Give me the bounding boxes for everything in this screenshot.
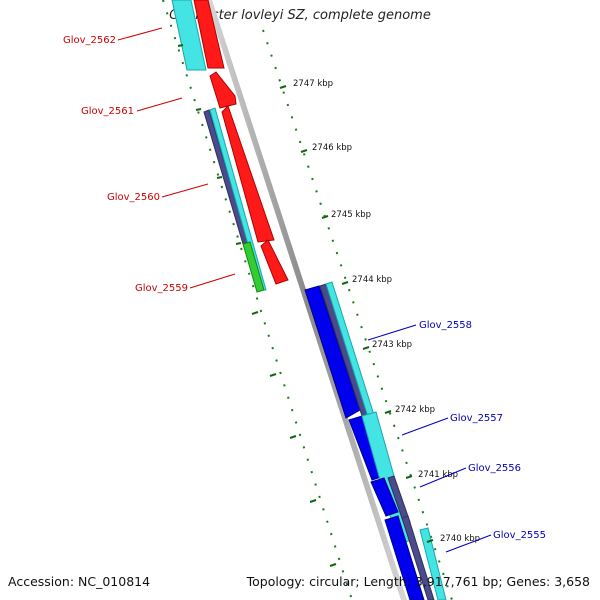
gene-leader: [117, 27, 163, 41]
accession-text: Accession: NC_010814: [8, 574, 151, 589]
gene-label-2560: Glov_2560: [107, 192, 160, 203]
map-title: Geobacter lovleyi SZ, complete genome: [169, 8, 431, 23]
tick-label: 2743 kbp: [372, 340, 412, 350]
cds-slate-2555: [401, 515, 435, 600]
cds-cyan-2560: [209, 107, 267, 291]
tick-mark: [341, 281, 349, 285]
genome-backbone: [206, 0, 407, 600]
gene-label-2557: Glov_2557: [450, 413, 503, 424]
tick-mark: [321, 215, 329, 219]
gene-label-2558: Glov_2558: [419, 320, 472, 331]
inner-dotted-ring: [162, 0, 353, 600]
tick-label: 2740 kbp: [440, 534, 480, 544]
cds-red-2560: [221, 105, 275, 243]
tick-label: 2744 kbp: [352, 275, 392, 285]
tick-mark: [426, 539, 434, 543]
reverse-strand-features: [171, 0, 289, 293]
cds-cyan-2562: [171, 0, 207, 71]
tick-mark: [362, 346, 370, 350]
rna-green-2559: [242, 241, 265, 293]
gene-label-2555: Glov_2555: [493, 530, 546, 541]
forward-strand-features: [304, 281, 447, 600]
reverse-gene-labels: Glov_2562 Glov_2561 Glov_2560 Glov_2559: [63, 27, 236, 294]
gene-leader: [136, 97, 183, 112]
cds-red-2562: [193, 0, 225, 69]
gene-label-2561: Glov_2561: [81, 106, 134, 117]
tick-ring: 2747 kbp 2746 kbp 2745 kbp 2744 kbp 2743…: [279, 79, 480, 544]
tick-label: 2742 kbp: [395, 405, 435, 415]
tick-label: 2741 kbp: [418, 470, 458, 480]
outer-dotted-ring: [262, 29, 453, 600]
gene-leader: [419, 467, 467, 488]
tick-mark: [279, 85, 287, 89]
tick-label: 2747 kbp: [293, 79, 333, 89]
tick-mark: [405, 475, 413, 479]
tick-mark: [300, 149, 308, 153]
topology-text: Topology: circular; Length: 3,917,761 bp…: [246, 574, 590, 589]
gene-leader: [401, 417, 449, 436]
tick-label: 2745 kbp: [331, 210, 371, 220]
gene-leader: [367, 324, 417, 341]
tick-label: 2746 kbp: [312, 143, 352, 153]
gene-leader: [161, 183, 209, 198]
gene-leader: [189, 273, 236, 289]
gene-red-2559: [260, 239, 289, 285]
gene-label-2556: Glov_2556: [468, 463, 521, 474]
cds-blue-2555: [384, 515, 425, 600]
gene-label-2562: Glov_2562: [63, 35, 116, 46]
forward-gene-labels: Glov_2558 Glov_2557 Glov_2556 Glov_2555: [367, 320, 546, 553]
cds-blue-2556: [370, 477, 399, 517]
gene-leader: [445, 534, 492, 553]
inner-tick-dashes: [177, 44, 337, 567]
gene-label-2559: Glov_2559: [135, 283, 188, 294]
cds-cyan-2555: [419, 527, 447, 600]
tick-mark: [384, 410, 392, 414]
gene-red-2561: [209, 71, 237, 109]
